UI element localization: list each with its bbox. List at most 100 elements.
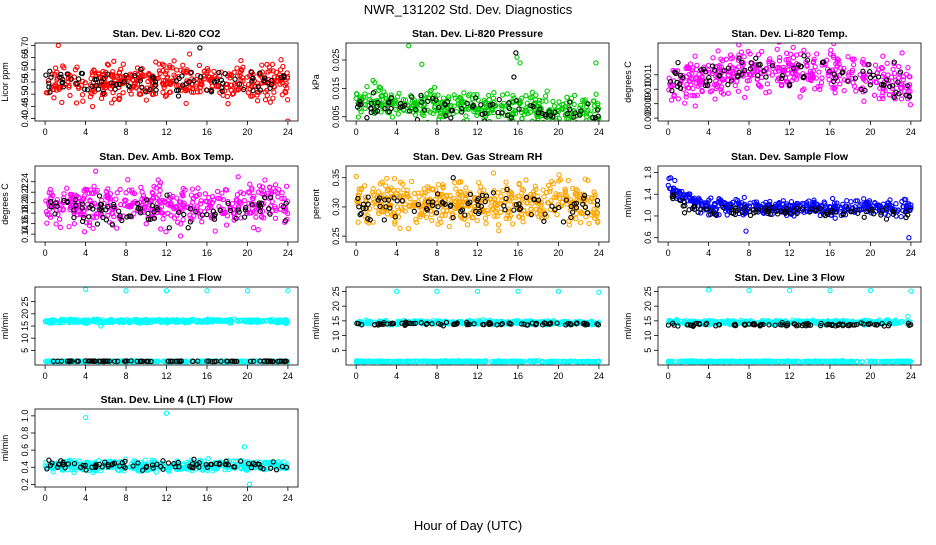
data-point xyxy=(764,75,768,79)
data-point xyxy=(726,91,730,95)
data-point xyxy=(900,51,904,55)
x-tick-label: 12 xyxy=(784,248,794,258)
x-tick-label: 8 xyxy=(435,248,440,258)
data-point xyxy=(113,87,117,91)
data-point xyxy=(62,192,66,196)
data-point xyxy=(203,192,207,196)
data-point xyxy=(594,92,598,96)
data-point xyxy=(260,63,264,67)
data-point xyxy=(97,194,101,198)
data-point xyxy=(906,66,910,70)
points xyxy=(354,171,600,233)
panel-title: Stan. Dev. Li-820 Pressure xyxy=(412,28,543,40)
data-point xyxy=(395,199,399,203)
data-point xyxy=(356,115,360,119)
x-tick-label: 24 xyxy=(283,248,293,258)
data-point xyxy=(121,62,125,66)
data-point xyxy=(225,223,229,227)
data-point xyxy=(356,220,360,224)
data-point xyxy=(212,69,216,73)
data-point xyxy=(514,51,518,55)
points xyxy=(354,44,601,132)
data-point xyxy=(84,287,88,291)
x-tick-label: 4 xyxy=(394,127,399,137)
data-point xyxy=(512,75,516,79)
data-point xyxy=(91,104,95,108)
data-point xyxy=(587,221,591,225)
x-tick-label: 12 xyxy=(161,248,171,258)
data-point xyxy=(182,212,186,216)
data-point xyxy=(272,90,276,94)
x-tick-label: 24 xyxy=(283,371,293,381)
y-tick-label: 0.025 xyxy=(331,49,341,72)
y-axis-label: ml/min xyxy=(623,191,633,218)
panel-title: Stan. Dev. Li-820 Temp. xyxy=(731,28,847,40)
data-point xyxy=(265,93,269,97)
y-tick-label: 1.4 xyxy=(643,188,653,201)
data-point xyxy=(92,184,96,188)
data-point xyxy=(181,217,185,221)
data-point xyxy=(225,94,229,98)
y-tick-label: 5 xyxy=(20,348,30,353)
data-point xyxy=(200,220,204,224)
x-tick-label: 12 xyxy=(472,248,482,258)
x-tick-label: 24 xyxy=(283,127,293,137)
x-tick-label: 20 xyxy=(865,127,875,137)
panel-title: Stan. Dev. Li-820 CO2 xyxy=(113,28,221,40)
data-point xyxy=(363,184,367,188)
data-point xyxy=(745,86,749,90)
x-tick-label: 4 xyxy=(706,127,711,137)
data-point xyxy=(716,49,720,53)
y-tick-label: 10 xyxy=(331,331,341,341)
data-point xyxy=(862,215,866,219)
data-point xyxy=(831,196,835,200)
data-point xyxy=(742,55,746,59)
x-tick-label: 12 xyxy=(472,371,482,381)
data-point xyxy=(179,234,183,238)
data-point xyxy=(516,289,520,293)
data-point xyxy=(220,191,224,195)
data-point xyxy=(798,95,802,99)
data-point xyxy=(124,289,128,293)
data-point xyxy=(121,91,125,95)
data-point xyxy=(139,185,143,189)
data-point xyxy=(82,230,86,234)
data-point xyxy=(286,289,290,293)
data-point xyxy=(466,223,470,227)
data-point xyxy=(556,289,560,293)
data-point xyxy=(567,127,571,131)
data-point xyxy=(285,184,289,188)
data-point xyxy=(126,178,130,182)
series-all xyxy=(43,287,290,328)
data-point xyxy=(695,63,699,67)
data-point xyxy=(791,45,795,49)
data-point xyxy=(497,98,501,102)
x-tick-label: 8 xyxy=(435,127,440,137)
y-tick-label: 25 xyxy=(331,286,341,296)
plot-frame xyxy=(35,287,298,365)
data-point xyxy=(495,214,499,218)
x-tick-label: 12 xyxy=(472,127,482,137)
series-all xyxy=(667,40,913,108)
data-point xyxy=(44,73,48,77)
data-point xyxy=(45,221,49,225)
x-tick-label: 0 xyxy=(666,127,671,137)
data-point xyxy=(742,195,746,199)
data-point xyxy=(54,222,58,226)
data-point xyxy=(684,95,688,99)
data-point xyxy=(873,63,877,67)
data-point xyxy=(713,97,717,101)
data-point xyxy=(849,200,853,204)
data-point xyxy=(72,222,76,226)
data-point xyxy=(501,128,505,132)
data-point xyxy=(670,98,674,102)
data-point xyxy=(77,77,81,81)
panel-title: Stan. Dev. Line 3 Flow xyxy=(734,272,845,284)
data-point xyxy=(413,124,417,128)
y-tick-label: 0.015 xyxy=(331,77,341,100)
